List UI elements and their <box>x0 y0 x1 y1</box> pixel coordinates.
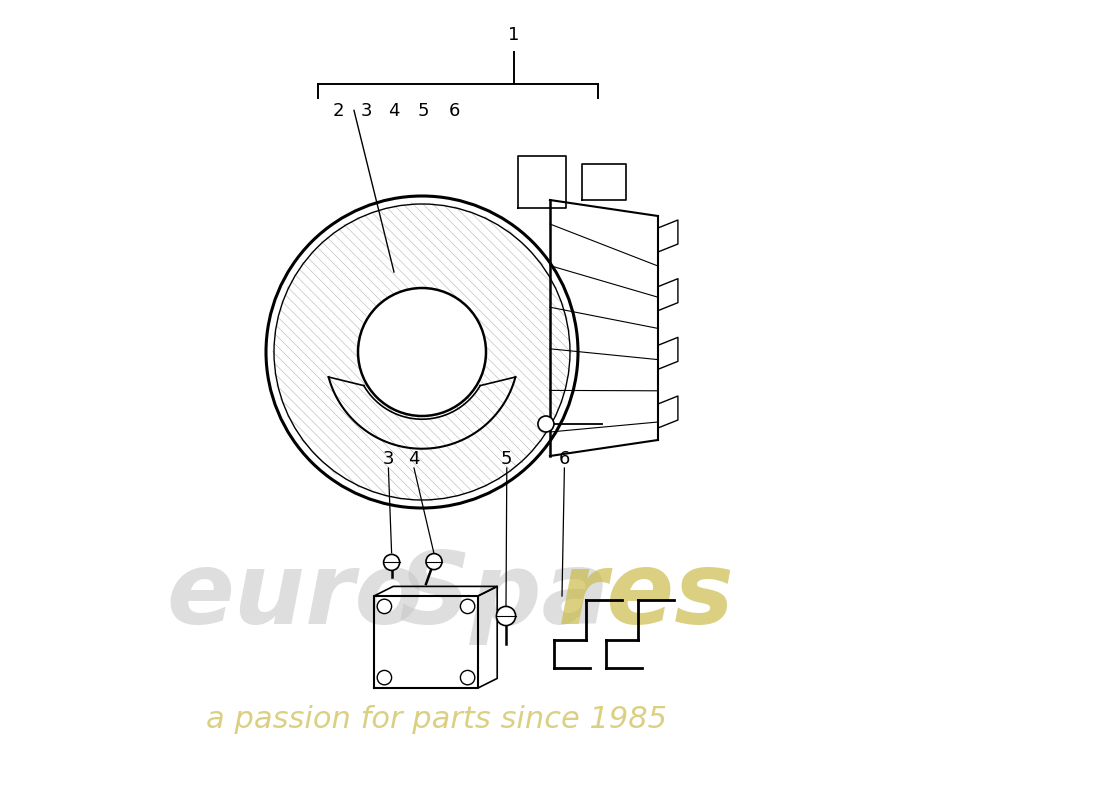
Text: 3: 3 <box>383 450 394 468</box>
Circle shape <box>538 416 554 432</box>
Text: 3: 3 <box>361 102 372 119</box>
Circle shape <box>377 670 392 685</box>
Text: 6: 6 <box>559 450 570 468</box>
Text: res: res <box>558 548 735 645</box>
Text: 6: 6 <box>449 102 460 119</box>
Text: 5: 5 <box>502 450 513 468</box>
Circle shape <box>496 606 516 626</box>
Text: 5: 5 <box>418 102 429 119</box>
Text: 1: 1 <box>508 26 519 44</box>
Text: 4: 4 <box>388 102 399 119</box>
Circle shape <box>461 670 475 685</box>
Circle shape <box>461 599 475 614</box>
Circle shape <box>426 554 442 570</box>
Text: 4: 4 <box>408 450 420 468</box>
Text: euro: euro <box>166 548 424 645</box>
Text: 2: 2 <box>332 102 343 119</box>
Circle shape <box>377 599 392 614</box>
Text: a passion for parts since 1985: a passion for parts since 1985 <box>206 705 667 734</box>
Text: Spa: Spa <box>398 548 609 645</box>
Circle shape <box>384 554 399 570</box>
